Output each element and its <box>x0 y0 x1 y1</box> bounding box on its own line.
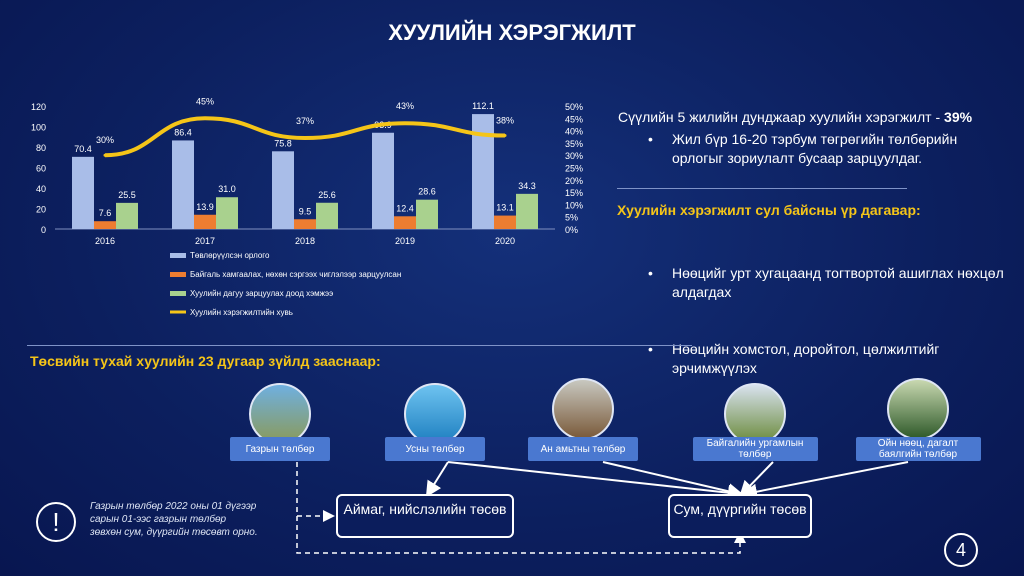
sum-budget-box: Сум, дүүргийн төсөв <box>668 494 812 538</box>
bar <box>272 151 294 229</box>
legend-label: Байгаль хамгаалах, нөхөн сэргээх чиглэлэ… <box>190 270 401 279</box>
data-label: 13.9 <box>196 202 214 212</box>
bar <box>172 140 194 229</box>
land-photo <box>249 383 311 445</box>
fee-label-wildlife: Ан амьтны төлбөр <box>528 437 638 461</box>
data-label: 28.6 <box>418 187 436 197</box>
data-label: 31.0 <box>218 184 236 194</box>
line-label: 45% <box>196 96 214 106</box>
x-tick: 2019 <box>395 236 415 246</box>
fee-label-water: Усны төлбөр <box>385 437 485 461</box>
divider <box>27 345 692 346</box>
divider <box>617 188 907 189</box>
page-number: 4 <box>944 533 978 567</box>
y2-tick: 35% <box>565 139 583 149</box>
line-label: 43% <box>396 101 414 111</box>
land-fee-note: Газрын төлбөр 2022 оны 01 дүгээр сарын 0… <box>90 501 258 538</box>
line-point <box>203 116 207 120</box>
bar <box>394 216 416 229</box>
y2-tick: 25% <box>565 164 583 174</box>
x-tick: 2020 <box>495 236 515 246</box>
legend-label: Төвлөрүүлсэн орлого <box>190 251 270 260</box>
bar <box>316 202 338 229</box>
line-point <box>103 153 107 157</box>
line-label: 37% <box>296 116 314 126</box>
data-label: 70.4 <box>74 144 92 154</box>
fee-label-plant: Байгалийн ургамлын төлбөр <box>692 437 818 461</box>
bar <box>516 193 538 229</box>
bullet-3: Нөөцийн хомстол, доройтол, цөлжилтийг эр… <box>640 340 1010 378</box>
legend-swatch <box>170 272 186 277</box>
forest-photo <box>887 378 949 440</box>
summary-text: Сүүлийн 5 жилийн дунджаар хуулийн хэрэгж… <box>618 109 945 125</box>
data-label: 12.4 <box>396 203 414 213</box>
y2-tick: 15% <box>565 188 583 198</box>
y-tick: 20 <box>36 205 46 215</box>
y2-tick: 40% <box>565 127 583 137</box>
y2-tick: 0% <box>565 225 578 235</box>
bullet-2: Нөөцийг урт хугацаанд тогтвортой ашиглах… <box>640 264 1010 302</box>
warning-icon: ! <box>36 502 76 542</box>
x-tick: 2018 <box>295 236 315 246</box>
bar <box>72 156 94 229</box>
y-tick: 120 <box>31 102 46 112</box>
data-label: 112.1 <box>472 101 494 111</box>
data-label: 25.5 <box>118 190 136 200</box>
wildlife-photo <box>552 378 614 440</box>
fee-label-land: Газрын төлбөр <box>230 437 330 461</box>
legend-label: Хуулийн дагуу зарцуулах доод хэмжээ <box>190 289 333 298</box>
legend-swatch <box>170 291 186 296</box>
line-label: 38% <box>496 116 514 126</box>
y2-tick: 50% <box>565 102 583 112</box>
bullet-1: Жил бүр 16-20 тэрбум төгрөгийн төлбөрийн… <box>640 130 1010 168</box>
summary: Сүүлийн 5 жилийн дунджаар хуулийн хэрэгж… <box>618 108 1018 127</box>
y2-tick: 5% <box>565 213 578 223</box>
line-label: 30% <box>96 135 114 145</box>
y2-tick: 30% <box>565 151 583 161</box>
plant-photo <box>724 383 786 445</box>
line-point <box>503 134 507 138</box>
bar <box>372 132 394 229</box>
y-tick: 80 <box>36 143 46 153</box>
y-tick: 40 <box>36 184 46 194</box>
y2-tick: 20% <box>565 176 583 186</box>
bar <box>416 199 438 229</box>
y-tick: 60 <box>36 164 46 174</box>
water-photo <box>404 383 466 445</box>
data-label: 13.1 <box>496 203 514 213</box>
x-tick: 2016 <box>95 236 115 246</box>
law-heading: Төсвийн тухай хуулийн 23 дугаар зүйлд за… <box>30 353 381 369</box>
bar <box>116 202 138 229</box>
bar <box>216 197 238 229</box>
bar <box>472 114 494 229</box>
legend-label: Хуулийн хэрэгжилтийн хувь <box>190 308 293 317</box>
data-label: 34.3 <box>518 181 536 191</box>
fee-label-forest: Ойн нөөц, дагалт баялгийн төлбөр <box>855 437 981 461</box>
x-tick: 2017 <box>195 236 215 246</box>
consequences-heading: Хуулийн хэрэгжилт сул байсны үр дагавар: <box>617 202 921 218</box>
data-label: 9.5 <box>299 206 312 216</box>
data-label: 7.6 <box>99 208 112 218</box>
page-title: ХУУЛИЙН ХЭРЭГЖИЛТ <box>388 20 636 45</box>
bar <box>194 214 216 229</box>
bar <box>494 215 516 229</box>
bar-line-chart: 0 20 40 60 80 100 120 0% 5% 10% 15% 20% 25% 30% 35% 40%… <box>31 96 583 317</box>
data-label: 75.8 <box>274 138 292 148</box>
aimag-budget-box: Аймаг, нийслэлийн төсөв <box>336 494 514 538</box>
y2-tick: 45% <box>565 114 583 124</box>
line-point <box>403 121 407 125</box>
summary-value: 39% <box>944 109 973 125</box>
line-point <box>303 136 307 140</box>
bar <box>294 219 316 229</box>
y-tick: 100 <box>31 123 46 133</box>
bar <box>94 221 116 229</box>
data-label: 86.4 <box>174 127 192 137</box>
y-tick: 0 <box>41 225 46 235</box>
data-label: 25.6 <box>318 190 336 200</box>
y2-tick: 10% <box>565 200 583 210</box>
legend-swatch <box>170 253 186 258</box>
